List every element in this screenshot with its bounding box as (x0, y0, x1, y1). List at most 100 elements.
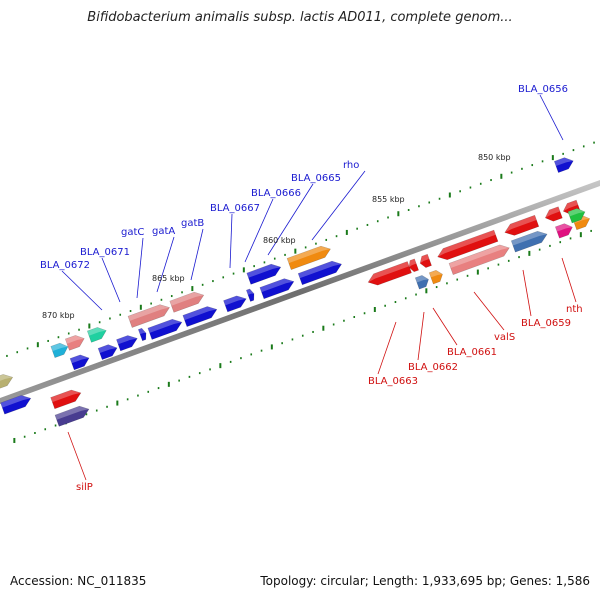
gene-arrow-shine (429, 270, 443, 278)
gene-label-leader (156, 236, 175, 293)
gene-labels: BLA_0672 BLA_0671 gatC gatA gatB BLA_0667 BLA_… (40, 84, 583, 493)
gene-arrow-shine (298, 261, 342, 279)
gene-label-vals[interactable]: valS (494, 332, 515, 343)
gene-arrow-body (259, 278, 295, 300)
gene-arrow[interactable] (543, 206, 563, 224)
gene-arrow[interactable] (553, 155, 575, 173)
gene-arrow[interactable] (50, 341, 70, 358)
gene-arrow[interactable] (428, 269, 444, 285)
gene-arrow[interactable] (54, 403, 91, 427)
gene-label-bla-0656[interactable]: BLA_0656 (518, 84, 568, 95)
gene-label-gatc[interactable]: gatC (121, 227, 144, 238)
gene-arrow-body (544, 206, 563, 222)
gene-label-bla-0672[interactable]: BLA_0672 (40, 260, 90, 271)
gene-label-gatb[interactable]: gatB (181, 218, 204, 229)
gene-label-leader (67, 431, 87, 481)
gene-label-leader (539, 94, 564, 141)
gene-arrow[interactable] (503, 214, 540, 238)
gene-arrow-body (50, 389, 82, 410)
gene-arrow-shine (554, 157, 574, 167)
gene-arrow-body (286, 245, 331, 270)
gene-arrow[interactable] (246, 261, 283, 285)
gene-arrow-shine (54, 406, 89, 420)
genes (0, 155, 591, 427)
gene-arrow[interactable] (286, 243, 332, 270)
gene-arrow-shine (0, 395, 31, 408)
gene-label-leader (377, 321, 397, 375)
gene-label-leader (561, 257, 577, 303)
gene-arrow-body (147, 319, 183, 340)
gene-label-leader (190, 228, 204, 281)
gene-arrow[interactable] (97, 342, 119, 360)
gene-arrow[interactable] (169, 289, 206, 313)
gene-arrow[interactable] (297, 258, 343, 286)
gene-arrow[interactable] (246, 288, 256, 302)
gene-arrow-shine (50, 343, 68, 352)
gene-label-silp[interactable]: silP (76, 482, 93, 493)
gene-arrow[interactable] (147, 317, 184, 340)
gene-label-leader (101, 257, 121, 303)
gene-arrow-shine (567, 208, 586, 217)
gene-label-nth[interactable]: nth (566, 304, 583, 315)
gene-label-bla-0666[interactable]: BLA_0666 (251, 188, 301, 199)
gene-arrow[interactable] (64, 333, 86, 351)
gene-label-bla-0663[interactable]: BLA_0663 (368, 376, 418, 387)
gene-label-rho[interactable]: rho (343, 160, 359, 171)
gene-arrow[interactable] (407, 258, 419, 273)
gene-arrow-body (127, 304, 170, 328)
gene-arrow-shine (98, 344, 118, 354)
gene-label-leader (311, 170, 366, 241)
gene-arrow-shine (246, 264, 281, 278)
kbp-label: 870 kbp (42, 311, 75, 320)
gene-arrow[interactable] (50, 387, 83, 410)
gene-arrow[interactable] (418, 253, 432, 269)
map-title: Bifidobacterium animalis subsp. lactis A… (87, 10, 513, 25)
gene-label-bla-0661[interactable]: BLA_0661 (447, 347, 497, 358)
gene-arrow[interactable] (127, 302, 172, 328)
gene-arrow-body (367, 261, 412, 286)
gene-label-leader (229, 213, 233, 269)
gene-arrow-shine (287, 246, 331, 264)
gene-arrow-shine (504, 215, 537, 233)
gene-arrow-shine (128, 304, 170, 321)
gene-arrow[interactable] (510, 229, 549, 253)
gene-arrow[interactable] (69, 352, 91, 371)
gene-arrow-shine (511, 231, 548, 246)
gene-arrow[interactable] (182, 304, 219, 327)
gene-arrow-body (182, 306, 218, 327)
gene-arrow-shine (138, 328, 147, 335)
gene-label-bla-0667[interactable]: BLA_0667 (210, 203, 260, 214)
gene-arrow[interactable] (555, 221, 574, 239)
gene-arrow[interactable] (259, 276, 296, 300)
gene-arrow-body (437, 229, 499, 261)
gene-arrow-body (504, 214, 540, 236)
gene-arrow[interactable] (223, 293, 249, 313)
gene-label-bla-0662[interactable]: BLA_0662 (408, 362, 458, 373)
gene-arrow-shine (116, 335, 138, 345)
gene-label-leader (61, 270, 103, 311)
gene-arrow-body (223, 295, 247, 313)
gene-arrow-body (0, 395, 32, 415)
gene-arrow[interactable] (86, 325, 108, 343)
gene-label-bla-0671[interactable]: BLA_0671 (80, 247, 130, 258)
gene-label-bla-0665[interactable]: BLA_0665 (291, 173, 341, 184)
gene-arrow-body (116, 335, 138, 352)
gene-arrow[interactable] (448, 242, 511, 275)
gene-arrow-body (69, 354, 90, 371)
gene-arrow[interactable] (0, 372, 15, 397)
gene-arrow[interactable] (366, 261, 412, 288)
gene-arrow-shine (437, 230, 496, 257)
gene-label-gata[interactable]: gatA (152, 226, 175, 237)
gene-label-bla-0659[interactable]: BLA_0659 (521, 318, 571, 329)
gene-arrow-body (408, 258, 419, 273)
gene-arrow[interactable] (0, 393, 33, 415)
gene-arrow-body (297, 260, 342, 286)
gene-arrow[interactable] (436, 229, 499, 262)
gene-arrow[interactable] (116, 333, 139, 352)
gene-arrow-body (97, 344, 118, 360)
gene-label-leader (267, 183, 314, 256)
gene-arrow[interactable] (567, 206, 587, 224)
gene-arrow[interactable] (138, 327, 148, 342)
gene-arrow-body (0, 374, 14, 397)
gene-arrow[interactable] (414, 274, 430, 290)
